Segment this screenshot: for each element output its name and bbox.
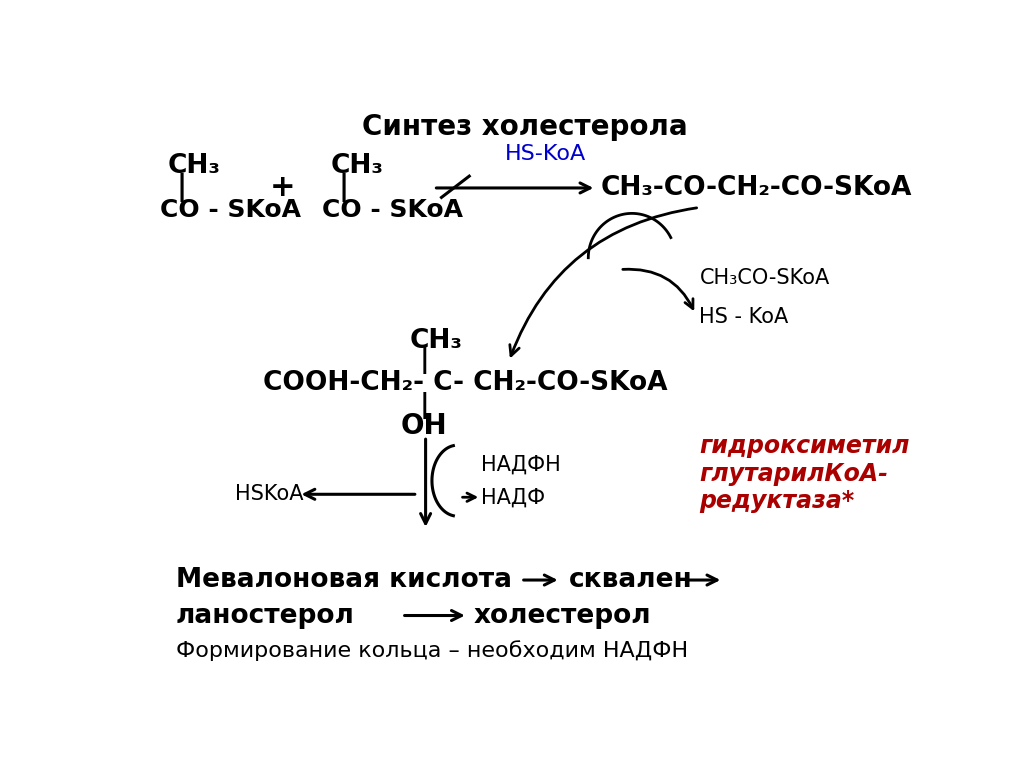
Text: НАДФН: НАДФН xyxy=(481,455,561,475)
Text: |: | xyxy=(419,346,429,373)
Text: Мевалоновая кислота: Мевалоновая кислота xyxy=(176,567,512,593)
Text: HS - KoA: HS - KoA xyxy=(699,307,788,327)
Text: CH₃CO-SKoA: CH₃CO-SKoA xyxy=(699,269,829,289)
Text: гидроксиметил
глутарилКоА-
редуктаза*: гидроксиметил глутарилКоА- редуктаза* xyxy=(699,434,909,513)
FancyArrowPatch shape xyxy=(510,208,696,356)
Text: CH₃: CH₃ xyxy=(331,153,383,179)
Text: холестерол: холестерол xyxy=(473,603,651,628)
Text: ланостерол: ланостерол xyxy=(176,603,354,628)
Text: Синтез холестерола: Синтез холестерола xyxy=(362,113,687,141)
Text: CO - SKoA: CO - SKoA xyxy=(323,198,464,223)
Text: COOH-CH₂- C- CH₂-CO-SKoA: COOH-CH₂- C- CH₂-CO-SKoA xyxy=(263,370,668,396)
Text: CH₃-CO-CH₂-CO-SKoA: CH₃-CO-CH₂-CO-SKoA xyxy=(600,175,911,201)
Text: HS-KoA: HS-KoA xyxy=(505,144,586,164)
Text: HSKoA: HSKoA xyxy=(236,485,304,505)
Text: |: | xyxy=(339,174,349,203)
Text: OH: OH xyxy=(400,412,446,440)
Text: |: | xyxy=(176,174,186,203)
Text: CO - SKoA: CO - SKoA xyxy=(160,198,301,223)
Text: Формирование кольца – необходим НАДФН: Формирование кольца – необходим НАДФН xyxy=(176,641,688,661)
Text: CH₃: CH₃ xyxy=(168,153,220,179)
Text: |: | xyxy=(419,392,429,419)
Text: сквален: сквален xyxy=(568,567,692,593)
Text: CH₃: CH₃ xyxy=(410,327,463,353)
FancyArrowPatch shape xyxy=(623,270,693,309)
Text: НАДФ: НАДФ xyxy=(481,487,545,507)
Text: +: + xyxy=(270,174,296,203)
